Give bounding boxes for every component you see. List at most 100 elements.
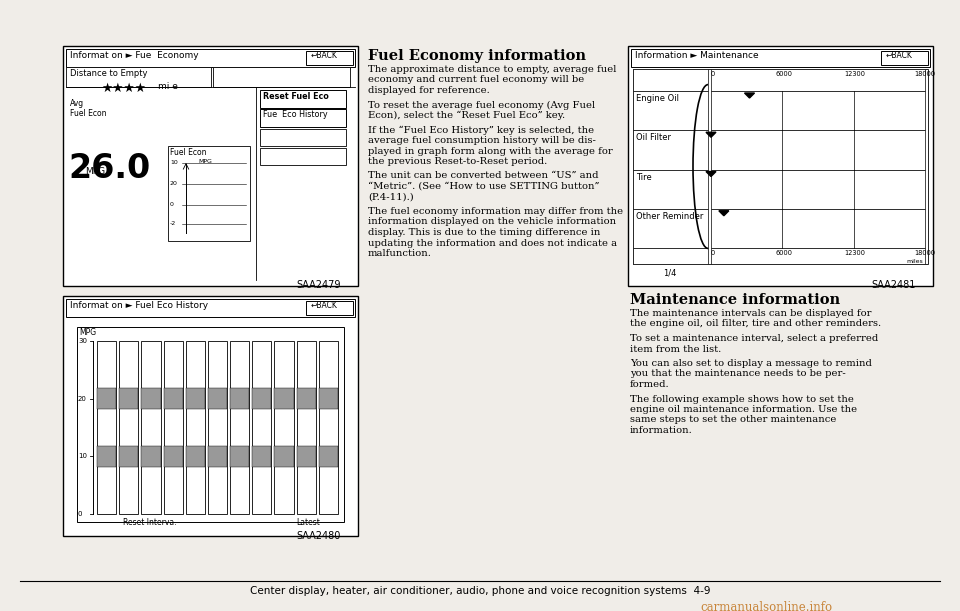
Text: 0: 0 (710, 250, 715, 256)
Text: Oil Filter: Oil Filter (636, 133, 671, 142)
Polygon shape (745, 93, 755, 98)
Text: If the “Fuel Eco History” key is selected, the: If the “Fuel Eco History” key is selecte… (368, 125, 594, 135)
Text: ★★★★: ★★★★ (101, 82, 146, 95)
Bar (260, 129, 346, 146)
Bar (306, 301, 353, 315)
Text: Other Reminder: Other Reminder (636, 212, 704, 221)
Text: SAA2481: SAA2481 (871, 280, 916, 290)
Polygon shape (719, 211, 729, 216)
Bar (260, 109, 346, 127)
Text: you that the maintenance needs to be per-: you that the maintenance needs to be per… (630, 370, 846, 378)
Bar (185, 388, 204, 409)
Text: Fuel Economy information: Fuel Economy information (368, 49, 586, 63)
Text: 18000: 18000 (915, 250, 936, 256)
Bar (97, 341, 116, 514)
Bar (297, 341, 316, 514)
Text: economy and current fuel economy will be: economy and current fuel economy will be (368, 76, 585, 84)
Text: 20: 20 (170, 181, 178, 186)
Bar (633, 69, 708, 91)
Text: displayed for reference.: displayed for reference. (368, 86, 490, 95)
Text: 10: 10 (170, 160, 178, 165)
Bar (208, 446, 228, 467)
Text: information displayed on the vehicle information: information displayed on the vehicle inf… (368, 218, 616, 227)
Bar (141, 388, 160, 409)
Bar (633, 248, 708, 264)
Bar (711, 69, 925, 91)
Bar (163, 446, 182, 467)
Bar (66, 299, 355, 317)
Text: 30: 30 (78, 338, 87, 344)
Bar (633, 169, 708, 209)
Text: average fuel consumption history will be dis-: average fuel consumption history will be… (368, 136, 596, 145)
Polygon shape (706, 172, 716, 177)
Text: item from the list.: item from the list. (630, 345, 721, 354)
Bar (711, 209, 925, 248)
Bar (66, 49, 355, 67)
Text: Avg: Avg (70, 99, 84, 108)
Bar (252, 388, 272, 409)
Text: The maintenance intervals can be displayed for: The maintenance intervals can be display… (630, 309, 872, 318)
Bar (319, 446, 338, 467)
Text: To set a maintenance interval, select a preferred: To set a maintenance interval, select a … (630, 334, 878, 343)
Bar (230, 446, 250, 467)
Text: formed.: formed. (630, 380, 670, 389)
Bar (260, 90, 346, 108)
Bar (163, 388, 182, 409)
Bar (633, 91, 708, 130)
Text: 6000: 6000 (775, 250, 792, 256)
Text: Latest: Latest (297, 518, 321, 527)
Bar (275, 446, 294, 467)
Text: same steps to set the other maintenance: same steps to set the other maintenance (630, 415, 836, 425)
Polygon shape (706, 132, 716, 137)
Bar (319, 388, 338, 409)
Text: ↩BACK: ↩BACK (886, 51, 913, 59)
Bar (711, 248, 925, 264)
Bar (711, 169, 925, 209)
Text: You can also set to display a message to remind: You can also set to display a message to… (630, 359, 872, 368)
Bar (168, 146, 250, 241)
Text: 1/4: 1/4 (663, 269, 677, 278)
Bar (711, 130, 925, 169)
Text: the engine oil, oil filter, tire and other reminders.: the engine oil, oil filter, tire and oth… (630, 320, 881, 329)
Text: Engine Oil: Engine Oil (636, 94, 679, 103)
Text: Fue  Eco History: Fue Eco History (263, 110, 327, 119)
Bar (297, 388, 316, 409)
Text: 0: 0 (710, 71, 715, 77)
Bar (881, 51, 928, 65)
Text: carmanualsonline.info: carmanualsonline.info (700, 601, 832, 611)
Text: Maintenance information: Maintenance information (630, 293, 840, 307)
Bar (633, 130, 708, 169)
Bar (97, 446, 116, 467)
Text: Fuel Econ: Fuel Econ (70, 109, 107, 118)
Text: To reset the average fuel economy (Avg Fuel: To reset the average fuel economy (Avg F… (368, 100, 595, 109)
Bar (63, 46, 358, 286)
Bar (711, 91, 925, 130)
Bar (141, 446, 160, 467)
Text: display. This is due to the timing difference in: display. This is due to the timing diffe… (368, 228, 600, 237)
Text: updating the information and does not indicate a: updating the information and does not in… (368, 238, 617, 247)
Text: 12300: 12300 (844, 250, 865, 256)
Bar (260, 148, 346, 165)
Text: -2: -2 (170, 221, 177, 226)
Bar (77, 327, 344, 522)
Bar (119, 341, 138, 514)
Text: Reset Interva.: Reset Interva. (123, 518, 177, 527)
Text: miles: miles (906, 259, 923, 264)
Text: Reset Fuel Eco: Reset Fuel Eco (263, 92, 328, 101)
Text: The fuel economy information may differ from the: The fuel economy information may differ … (368, 207, 623, 216)
Bar (275, 388, 294, 409)
Bar (119, 388, 138, 409)
Bar (319, 341, 338, 514)
Bar (66, 67, 211, 87)
Text: Econ), select the “Reset Fuel Eco” key.: Econ), select the “Reset Fuel Eco” key. (368, 111, 565, 120)
Text: MPG: MPG (79, 328, 96, 337)
Text: Fuel Econ: Fuel Econ (170, 148, 206, 157)
Bar (230, 388, 250, 409)
Text: The approximate distance to empty, average fuel: The approximate distance to empty, avera… (368, 65, 616, 74)
Bar (208, 341, 228, 514)
Text: “Metric”. (See “How to use SETTING button”: “Metric”. (See “How to use SETTING butto… (368, 182, 599, 191)
Text: MPG: MPG (85, 167, 106, 176)
Bar (252, 341, 272, 514)
Text: (P.4-11).): (P.4-11).) (368, 192, 414, 202)
Text: Distance to Empty: Distance to Empty (70, 69, 148, 78)
